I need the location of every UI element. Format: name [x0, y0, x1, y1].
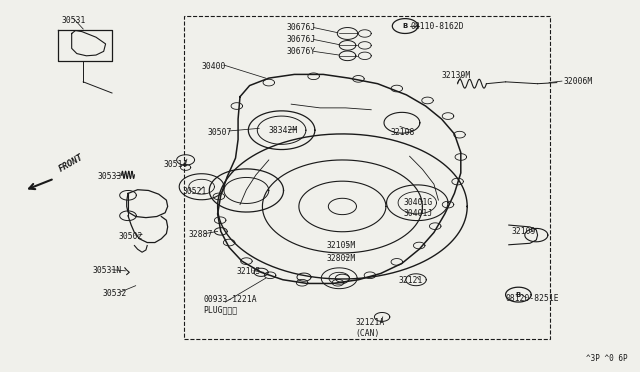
Text: 30502: 30502 [118, 232, 143, 241]
Bar [184, 16, 550, 339]
Text: ^3P ^0 6P: ^3P ^0 6P [586, 354, 627, 363]
Text: B: B [516, 292, 521, 298]
Text: 30401G: 30401G [403, 198, 433, 207]
Text: 32887: 32887 [189, 230, 213, 239]
Text: 32105: 32105 [237, 267, 261, 276]
Text: 08120-8251E: 08120-8251E [506, 294, 559, 303]
Text: 30514: 30514 [163, 160, 188, 169]
Text: 32802M: 32802M [326, 254, 356, 263]
Text: FRONT: FRONT [58, 153, 85, 174]
Text: 30507: 30507 [208, 128, 232, 137]
Text: 30533: 30533 [97, 172, 122, 181]
Text: 30532: 30532 [102, 289, 127, 298]
Text: B: B [403, 23, 408, 29]
Text: 32121A
(CAN): 32121A (CAN) [355, 318, 385, 338]
Text: 30531N: 30531N [93, 266, 122, 275]
Text: 30676J: 30676J [287, 35, 316, 44]
Text: 32108: 32108 [390, 128, 415, 137]
Text: 38342M: 38342M [269, 126, 298, 135]
Text: 30676J: 30676J [287, 23, 316, 32]
Text: 00933-1221A
PLUGプラグ: 00933-1221A PLUGプラグ [204, 295, 257, 314]
Text: 08110-8162D: 08110-8162D [411, 22, 465, 31]
Text: 32105M: 32105M [326, 241, 356, 250]
Text: 32109: 32109 [512, 227, 536, 236]
Text: 32139M: 32139M [442, 71, 471, 80]
Text: 30521: 30521 [182, 187, 207, 196]
Text: 32006M: 32006M [563, 77, 593, 86]
Text: 30400: 30400 [202, 62, 226, 71]
Text: 32121: 32121 [398, 276, 422, 285]
Text: 30676Y: 30676Y [287, 47, 316, 56]
Text: 30401J: 30401J [403, 209, 433, 218]
Text: 30531: 30531 [61, 16, 86, 25]
